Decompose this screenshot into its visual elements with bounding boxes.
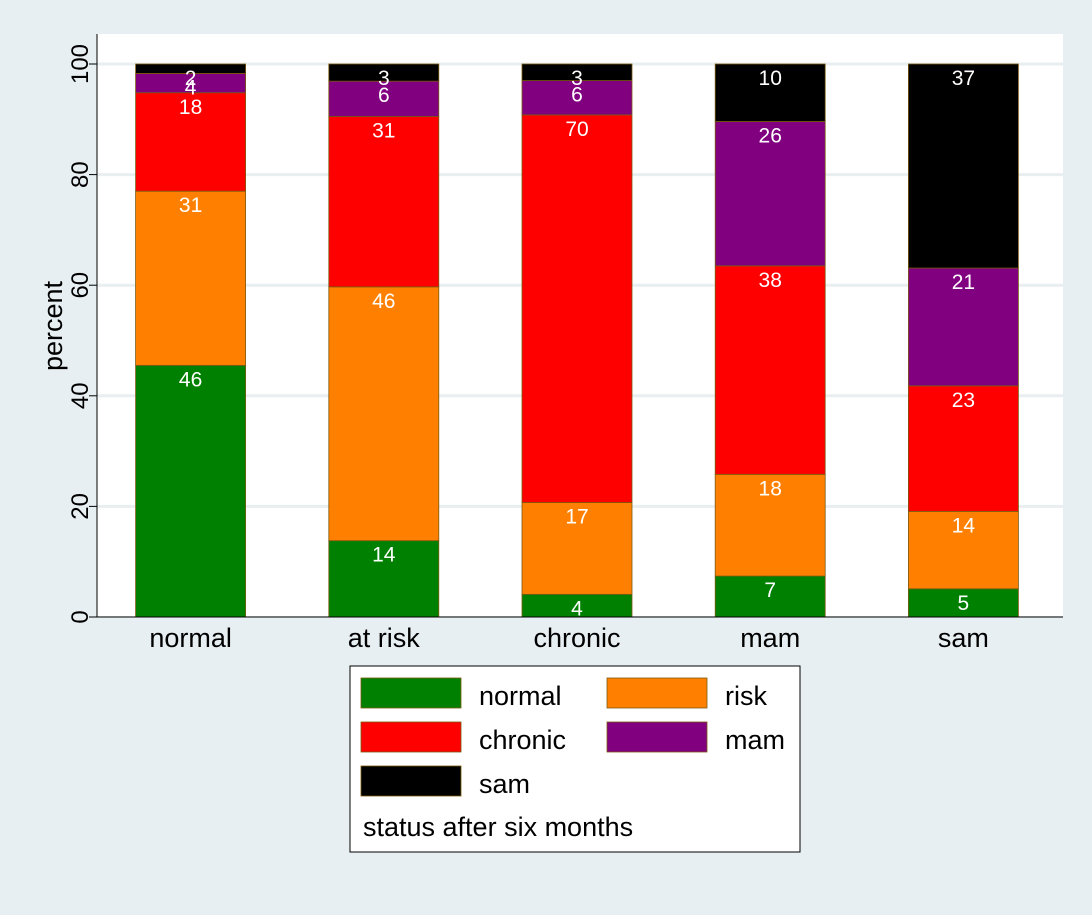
- x-tick-label: mam: [740, 623, 800, 653]
- y-axis-label: percent: [38, 280, 68, 371]
- legend-swatch-sam: [360, 765, 462, 797]
- bar-sam-chronic: [908, 385, 1019, 512]
- bar-normal-chronic: [135, 92, 247, 192]
- y-tick-label: 20: [67, 493, 94, 520]
- bar-value-label: 31: [179, 194, 202, 217]
- bar-chronic-chronic: [521, 114, 633, 503]
- bar-at-risk-sam: [328, 63, 440, 82]
- x-tick-label: normal: [149, 623, 232, 653]
- bar-value-label: 10: [759, 67, 782, 90]
- bar-at-risk-chronic: [328, 116, 440, 288]
- bar-value-label: 4: [185, 76, 197, 99]
- legend-label-normal: normal: [479, 681, 562, 711]
- bar-value-label: 46: [372, 290, 395, 313]
- bar-value-label: 26: [759, 125, 782, 148]
- bar-value-label: 37: [952, 67, 975, 90]
- legend-swatch-normal: [360, 677, 462, 709]
- bar-value-label: 14: [372, 544, 396, 567]
- bar-mam-chronic: [714, 265, 826, 475]
- bar-mam-mam: [714, 121, 826, 267]
- legend-swatch-mam: [606, 721, 708, 753]
- bar-value-label: 38: [759, 269, 782, 292]
- legend-title: status after six months: [363, 812, 633, 842]
- bar-value-label: 18: [179, 96, 202, 119]
- bar-normal-normal: [135, 364, 247, 618]
- bar-value-label: 4: [571, 597, 583, 620]
- legend-label-sam: sam: [479, 769, 530, 799]
- legend-label-risk: risk: [725, 681, 767, 711]
- bar-sam-sam: [908, 63, 1019, 269]
- legend-label-mam: mam: [725, 725, 785, 755]
- x-tick-label: chronic: [533, 623, 620, 653]
- x-axis-ticks: normal at risk chronic mam sam: [149, 623, 989, 653]
- legend-label-chronic: chronic: [479, 725, 566, 755]
- bar-value-label: 17: [565, 506, 588, 529]
- legend: normal risk chronic mam sam status after six …: [349, 665, 801, 853]
- bar-value-label: 6: [378, 84, 390, 107]
- bar-value-label: 5: [958, 592, 970, 615]
- bar-value-label: 21: [952, 271, 975, 294]
- bar-normal-sam: [135, 63, 247, 74]
- bar-value-label: 6: [571, 84, 583, 107]
- bar-value-label: 31: [372, 120, 395, 143]
- bar-at-risk-risk: [328, 286, 440, 542]
- bar-mam-risk: [714, 473, 826, 577]
- bar-at-risk-normal: [328, 540, 440, 618]
- bar-chronic-sam: [521, 63, 633, 81]
- legend-swatch-risk: [606, 677, 708, 709]
- y-tick-label: 100: [67, 44, 94, 84]
- y-tick-label: 0: [67, 610, 94, 623]
- bar-value-label: 46: [179, 368, 202, 391]
- y-tick-label: 40: [67, 382, 94, 409]
- x-tick-label: at risk: [348, 623, 421, 653]
- bar-sam-risk: [908, 510, 1019, 590]
- y-axis-ticks: 0 20 40 60 80 100: [67, 44, 97, 624]
- bar-at-risk-mam: [328, 80, 440, 117]
- bar-chronic-risk: [521, 502, 633, 595]
- bar-value-label: 2: [185, 67, 197, 90]
- bar-value-label: 70: [565, 118, 588, 141]
- x-tick-label: sam: [938, 623, 989, 653]
- bar-sam-mam: [908, 267, 1019, 387]
- bar-value-label: 18: [759, 477, 782, 500]
- bar-chronic-mam: [521, 80, 633, 116]
- bar-mam-sam: [714, 63, 826, 122]
- y-tick-label: 60: [67, 272, 94, 299]
- data-labels: 4631184214463163417706371838261051423213…: [179, 67, 975, 620]
- bar-mam-normal: [714, 575, 826, 618]
- legend-swatch-chronic: [360, 721, 462, 753]
- bar-value-label: 23: [952, 389, 975, 412]
- y-tick-label: 80: [67, 161, 94, 188]
- bar-value-label: 14: [952, 514, 976, 537]
- bar-stacks: [135, 63, 1019, 618]
- bar-normal-risk: [135, 190, 247, 366]
- bar-value-label: 7: [764, 579, 776, 602]
- bar-value-label: 3: [378, 67, 390, 90]
- bar-value-label: 3: [571, 67, 583, 90]
